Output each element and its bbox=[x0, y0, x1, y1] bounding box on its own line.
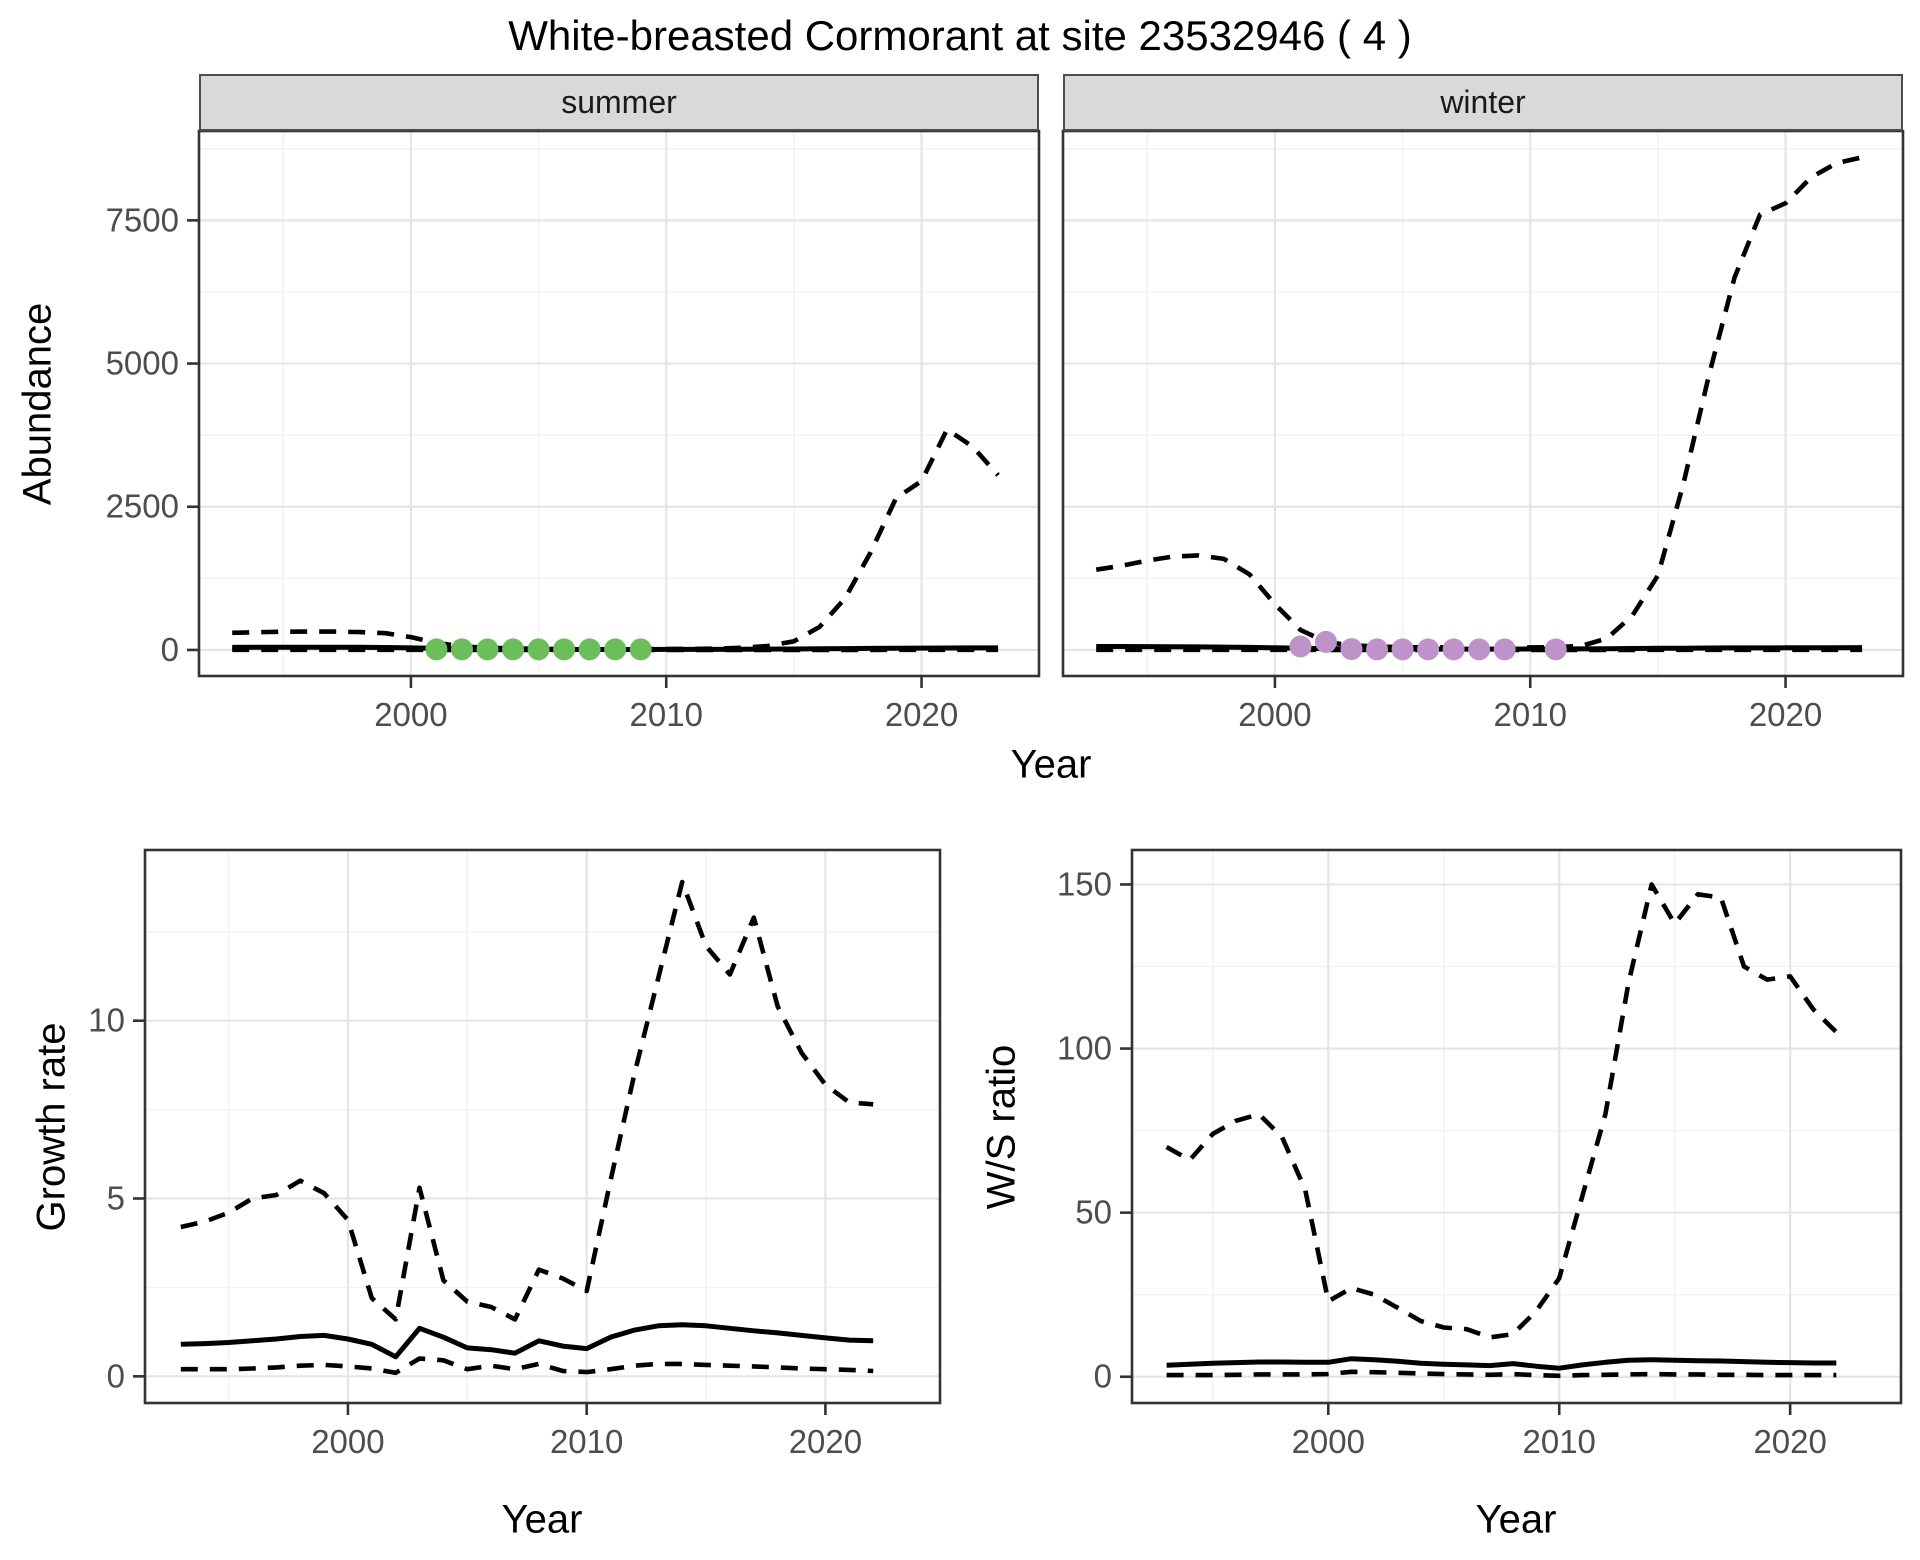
x-tick-label: 2000 bbox=[1292, 1423, 1365, 1460]
panel-border bbox=[1061, 129, 1905, 678]
winter-observations-point bbox=[1314, 630, 1337, 653]
y-tick-label: 0 bbox=[161, 631, 179, 668]
winter-observations-point bbox=[1442, 638, 1465, 661]
y-tick-label: 100 bbox=[1057, 1030, 1112, 1067]
ws-ratio-lower-ci-line bbox=[1166, 1369, 1837, 1379]
x-tick-label: 2010 bbox=[550, 1423, 623, 1460]
summer-observations-point bbox=[450, 638, 473, 661]
summer-observations-point bbox=[604, 638, 627, 661]
x-tick-label: 2010 bbox=[630, 696, 703, 733]
x-tick-label: 2000 bbox=[374, 696, 447, 733]
summer-observations-point bbox=[527, 638, 550, 661]
winter-observations-point bbox=[1544, 638, 1567, 661]
y-tick-label: 50 bbox=[1075, 1194, 1112, 1231]
y-tick-label: 10 bbox=[88, 1002, 125, 1039]
y-tick-label: 5 bbox=[107, 1180, 125, 1217]
panel-background bbox=[1132, 850, 1901, 1403]
panel-abundance_summer: 2000 2010 2020 0 2500 5000 7500 bbox=[106, 129, 1041, 733]
panel-background bbox=[199, 131, 1039, 676]
panel-background bbox=[145, 850, 940, 1403]
y-tick-label: 150 bbox=[1057, 865, 1112, 902]
panel-growth_rate: 2000 2010 2020 0 5 10 bbox=[88, 848, 942, 1460]
y-tick-label: 7500 bbox=[106, 201, 179, 238]
winter-observations-point bbox=[1289, 635, 1312, 658]
winter-observations-point bbox=[1366, 638, 1389, 661]
y-tick-label: 0 bbox=[107, 1357, 125, 1394]
panel-border bbox=[197, 129, 1041, 678]
x-tick-label: 2020 bbox=[885, 696, 958, 733]
x-tick-label: 2000 bbox=[311, 1423, 384, 1460]
facet-label-winter: winter bbox=[1440, 84, 1526, 120]
winter-observations-point bbox=[1340, 638, 1363, 661]
panel-background bbox=[1063, 131, 1903, 676]
y-tick-label: 5000 bbox=[106, 345, 179, 382]
x-axis-title-year-bottom-left: Year bbox=[501, 1497, 583, 1542]
growth-rate-median-line bbox=[180, 1322, 874, 1360]
summer-observations-point bbox=[578, 638, 601, 661]
x-tick-label: 2020 bbox=[1753, 1423, 1826, 1460]
growth-rate-lower-ci-line bbox=[180, 1356, 874, 1376]
x-axis-title-year-bottom-right: Year bbox=[1475, 1497, 1557, 1542]
x-tick-label: 2010 bbox=[1494, 696, 1567, 733]
winter-observations-point bbox=[1417, 638, 1440, 661]
winter-observations-point bbox=[1391, 638, 1414, 661]
facet-label-summer: summer bbox=[561, 84, 677, 120]
panel-abundance_winter: 2000 2010 2020 bbox=[1061, 129, 1905, 733]
growth-rate-upper-ci-line bbox=[180, 879, 874, 1322]
summer-observations-point bbox=[502, 638, 525, 661]
plot-title: White-breasted Cormorant at site 2353294… bbox=[508, 12, 1412, 59]
x-tick-label: 2000 bbox=[1238, 696, 1311, 733]
summer-observations-point bbox=[425, 638, 448, 661]
panel-ws_ratio: 2000 2010 2020 0 50 100 150 bbox=[1057, 848, 1903, 1460]
panel-border bbox=[143, 848, 942, 1405]
summer-observations-point bbox=[629, 638, 652, 661]
facet-strip-winter: winter bbox=[1063, 74, 1903, 131]
x-tick-label: 2020 bbox=[789, 1423, 862, 1460]
y-axis-title-abundance: Abundance bbox=[15, 302, 60, 506]
ws-ratio-upper-ci-line bbox=[1165, 882, 1838, 1340]
y-tick-label: 0 bbox=[1094, 1358, 1112, 1395]
x-tick-label: 2010 bbox=[1523, 1423, 1596, 1460]
facet-strip-summer: summer bbox=[199, 74, 1039, 131]
summer-observations-point bbox=[553, 638, 576, 661]
panel-border bbox=[1130, 848, 1903, 1405]
winter-observations-point bbox=[1468, 638, 1491, 661]
y-axis-title-ws-ratio: W/S ratio bbox=[979, 1044, 1024, 1210]
x-tick-label: 2020 bbox=[1749, 696, 1822, 733]
winter-observations-point bbox=[1493, 638, 1516, 661]
y-axis-title-growth-rate: Growth rate bbox=[29, 1022, 74, 1232]
ws-ratio-median-line bbox=[1166, 1356, 1837, 1371]
x-axis-title-year-top: Year bbox=[1010, 742, 1092, 787]
summer-observations-point bbox=[476, 638, 499, 661]
y-tick-label: 2500 bbox=[106, 488, 179, 525]
